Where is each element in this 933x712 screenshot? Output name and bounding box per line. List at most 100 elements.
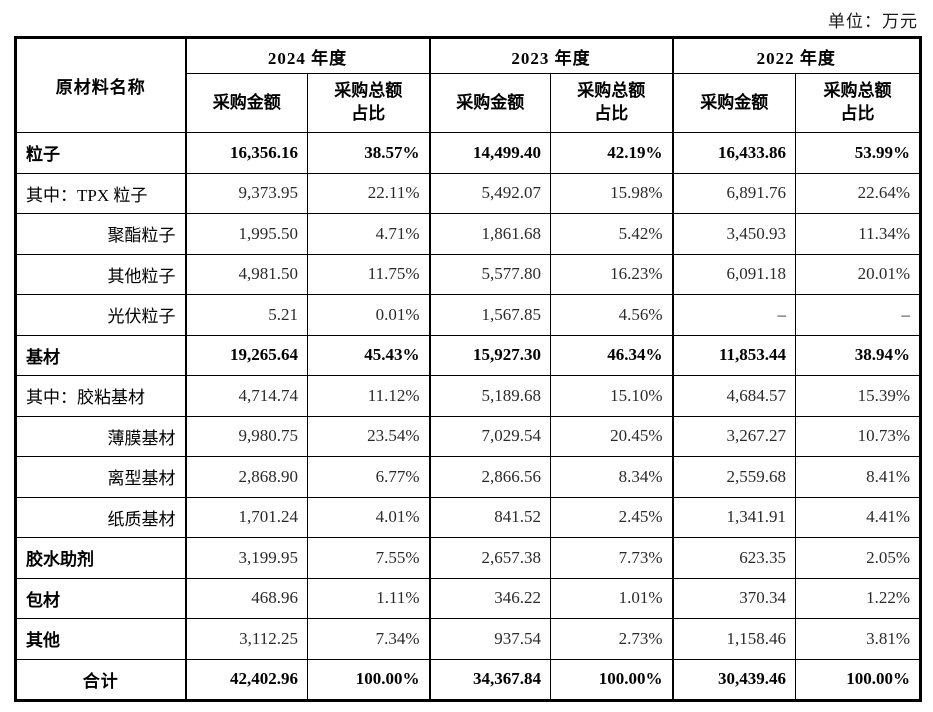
table-row: 离型基材 2,868.90 6.77% 2,866.56 8.34% 2,559.68 8.… bbox=[15, 456, 921, 498]
header-ratio-2023: 采购总额 占比 bbox=[550, 73, 673, 133]
amount-cell: 4,981.50 bbox=[184, 253, 308, 295]
ratio-cell: 23.54% bbox=[307, 415, 430, 457]
amount-cell: 5,577.80 bbox=[428, 253, 551, 295]
table-row: 其中：TPX 粒子 9,373.95 22.11% 5,492.07 15.98% 6,8… bbox=[15, 172, 921, 214]
amount-cell: 6,091.18 bbox=[671, 253, 796, 295]
ratio-cell: 4.41% bbox=[795, 496, 921, 538]
ratio-cell: 53.99% bbox=[795, 132, 921, 174]
header-amount-2023: 采购金额 bbox=[428, 73, 551, 133]
amount-cell: 16,356.16 bbox=[184, 132, 308, 174]
amount-cell: 11,853.44 bbox=[671, 334, 796, 376]
header-year-2023: 2023 年度 bbox=[428, 37, 673, 74]
ratio-cell: 3.81% bbox=[795, 618, 921, 660]
amount-cell: 9,980.75 bbox=[184, 415, 308, 457]
ratio-cell: 11.12% bbox=[307, 375, 430, 417]
ratio-cell: 100.00% bbox=[550, 658, 673, 701]
table-row: 胶水助剂 3,199.95 7.55% 2,657.38 7.73% 623.35 2.05… bbox=[15, 537, 921, 579]
procurement-table: 原材料名称 2024 年度 2023 年度 2022 年度 采购金额 采购总额 … bbox=[14, 36, 922, 702]
ratio-cell: 16.23% bbox=[550, 253, 673, 295]
ratio-cell: 22.64% bbox=[795, 172, 921, 214]
material-name-cell: 基材 bbox=[15, 334, 186, 376]
amount-cell: 2,868.90 bbox=[184, 456, 308, 498]
material-name-cell: 薄膜基材 bbox=[15, 415, 186, 457]
table-row: 聚酯粒子 1,995.50 4.71% 1,861.68 5.42% 3,450.93 11… bbox=[15, 213, 921, 255]
ratio-cell: 20.45% bbox=[550, 415, 673, 457]
amount-cell: 2,657.38 bbox=[428, 537, 551, 579]
ratio-cell: 15.39% bbox=[795, 375, 921, 417]
header-year-row: 原材料名称 2024 年度 2023 年度 2022 年度 bbox=[15, 37, 921, 133]
material-name-cell: 包材 bbox=[15, 577, 186, 619]
ratio-cell: 7.73% bbox=[550, 537, 673, 579]
ratio-cell: – bbox=[795, 294, 921, 336]
unit-label: 单位：万元 bbox=[828, 12, 918, 31]
table-body: 粒子 16,356.16 38.57% 14,499.40 42.19% 16,433.8… bbox=[15, 132, 921, 701]
amount-cell: 468.96 bbox=[184, 577, 308, 619]
ratio-cell: 5.42% bbox=[550, 213, 673, 255]
amount-cell: 623.35 bbox=[671, 537, 796, 579]
amount-cell: 30,439.46 bbox=[671, 658, 796, 701]
material-name-cell: 其他粒子 bbox=[15, 253, 186, 295]
table-row: 其中：胶粘基材 4,714.74 11.12% 5,189.68 15.10% 4,684… bbox=[15, 375, 921, 417]
ratio-cell: 1.01% bbox=[550, 577, 673, 619]
ratio-cell: 8.34% bbox=[550, 456, 673, 498]
amount-cell: 3,199.95 bbox=[184, 537, 308, 579]
table-row: 薄膜基材 9,980.75 23.54% 7,029.54 20.45% 3,267.27… bbox=[15, 415, 921, 457]
table-row: 纸质基材 1,701.24 4.01% 841.52 2.45% 1,341.91 4.41… bbox=[15, 496, 921, 538]
amount-cell: 3,112.25 bbox=[184, 618, 308, 660]
material-name-cell: 粒子 bbox=[15, 132, 186, 174]
amount-cell: 1,861.68 bbox=[428, 213, 551, 255]
amount-cell: 14,499.40 bbox=[428, 132, 551, 174]
amount-cell: 5,189.68 bbox=[428, 375, 551, 417]
ratio-cell: 100.00% bbox=[307, 658, 430, 701]
amount-cell: 2,559.68 bbox=[671, 456, 796, 498]
header-ratio-2022: 采购总额 占比 bbox=[795, 73, 921, 133]
ratio-cell: 2.73% bbox=[550, 618, 673, 660]
header-amount-2024: 采购金额 bbox=[184, 73, 308, 133]
ratio-cell: 2.45% bbox=[550, 496, 673, 538]
ratio-cell: 38.57% bbox=[307, 132, 430, 174]
table-row: 包材 468.96 1.11% 346.22 1.01% 370.34 1.22% bbox=[15, 577, 921, 619]
ratio-cell: 6.77% bbox=[307, 456, 430, 498]
ratio-cell: 42.19% bbox=[550, 132, 673, 174]
amount-cell: 3,450.93 bbox=[671, 213, 796, 255]
amount-cell: 1,995.50 bbox=[184, 213, 308, 255]
amount-cell: 5,492.07 bbox=[428, 172, 551, 214]
header-amount-2022: 采购金额 bbox=[671, 73, 796, 133]
ratio-cell: 38.94% bbox=[795, 334, 921, 376]
ratio-cell: 100.00% bbox=[795, 658, 921, 701]
ratio-cell: 8.41% bbox=[795, 456, 921, 498]
table-row: 光伏粒子 5.21 0.01% 1,567.85 4.56% – – bbox=[15, 294, 921, 336]
material-name-cell: 其中：胶粘基材 bbox=[15, 375, 186, 417]
table-row: 基材 19,265.64 45.43% 15,927.30 46.34% 11,853.4… bbox=[15, 334, 921, 376]
table-row: 合计 42,402.96 100.00% 34,367.84 100.00% 30,439… bbox=[15, 658, 921, 701]
amount-cell: 1,158.46 bbox=[671, 618, 796, 660]
amount-cell: 9,373.95 bbox=[184, 172, 308, 214]
amount-cell: 841.52 bbox=[428, 496, 551, 538]
ratio-cell: 1.11% bbox=[307, 577, 430, 619]
amount-cell: – bbox=[671, 294, 796, 336]
ratio-cell: 7.34% bbox=[307, 618, 430, 660]
header-sub-row: 采购金额 采购总额 占比 采购金额 采购总额 占比 采购金额 采购总额 占比 bbox=[16, 73, 921, 133]
table-row: 其他粒子 4,981.50 11.75% 5,577.80 16.23% 6,091.18… bbox=[15, 253, 921, 295]
table-row: 粒子 16,356.16 38.57% 14,499.40 42.19% 16,433.8… bbox=[15, 132, 921, 174]
ratio-cell: 11.75% bbox=[307, 253, 430, 295]
amount-cell: 1,567.85 bbox=[428, 294, 551, 336]
amount-cell: 15,927.30 bbox=[428, 334, 551, 376]
amount-cell: 5.21 bbox=[184, 294, 308, 336]
amount-cell: 16,433.86 bbox=[671, 132, 796, 174]
amount-cell: 1,701.24 bbox=[184, 496, 308, 538]
amount-cell: 42,402.96 bbox=[184, 658, 308, 701]
material-name-cell: 光伏粒子 bbox=[15, 294, 186, 336]
amount-cell: 19,265.64 bbox=[184, 334, 308, 376]
table-row: 其他 3,112.25 7.34% 937.54 2.73% 1,158.46 3.81% bbox=[15, 618, 921, 660]
amount-cell: 1,341.91 bbox=[671, 496, 796, 538]
amount-cell: 2,866.56 bbox=[428, 456, 551, 498]
amount-cell: 3,267.27 bbox=[671, 415, 796, 457]
ratio-cell: 4.56% bbox=[550, 294, 673, 336]
ratio-cell: 4.71% bbox=[307, 213, 430, 255]
ratio-cell: 20.01% bbox=[795, 253, 921, 295]
ratio-cell: 0.01% bbox=[307, 294, 430, 336]
ratio-cell: 10.73% bbox=[795, 415, 921, 457]
ratio-cell: 15.98% bbox=[550, 172, 673, 214]
material-name-cell: 胶水助剂 bbox=[15, 537, 186, 579]
